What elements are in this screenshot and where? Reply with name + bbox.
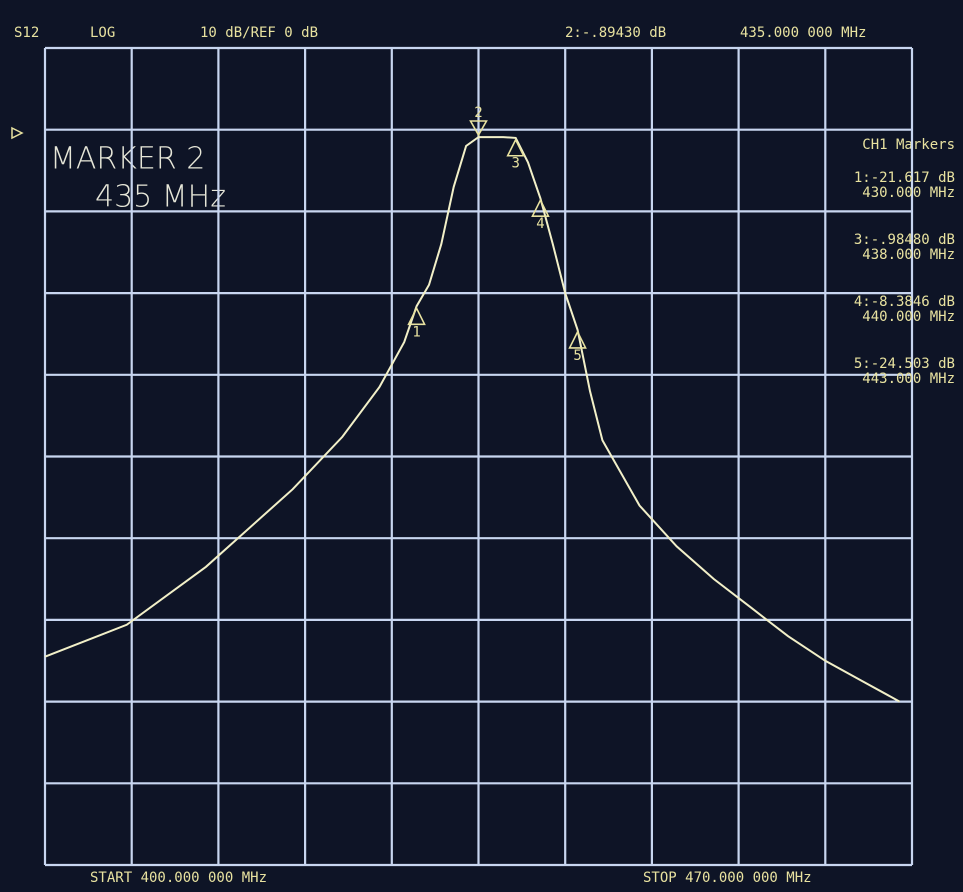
big-marker-title: MARKER 2 — [50, 142, 205, 177]
marker-readout: 1:-21.617 dB — [854, 170, 955, 186]
start-freq: START 400.000 000 MHz — [90, 870, 267, 886]
format: LOG — [90, 25, 115, 41]
big-marker-freq: 435 MHz — [95, 180, 226, 215]
marker-readout-freq: 430.000 MHz — [862, 185, 955, 201]
page: S12 LOG 10 dB/REF 0 dB 2:-.89430 dB 435.… — [0, 0, 963, 892]
marker-readout-freq: 438.000 MHz — [862, 247, 955, 263]
marker-readout-freq: 440.000 MHz — [862, 309, 955, 325]
marker-readout-freq: 443.000 MHz — [862, 371, 955, 387]
marker-panel-title: CH1 Markers — [862, 137, 955, 153]
marker-number: 5 — [573, 348, 581, 364]
param: S12 — [14, 25, 39, 41]
marker-number: 3 — [511, 156, 519, 172]
active-freq: 435.000 000 MHz — [740, 25, 866, 41]
analyzer-screen: S12 LOG 10 dB/REF 0 dB 2:-.89430 dB 435.… — [0, 0, 963, 892]
marker-readout: 5:-24.503 dB — [854, 356, 955, 372]
marker-readout: 3:-.98480 dB — [854, 232, 955, 248]
marker-number: 2 — [474, 105, 482, 121]
marker-number: 1 — [412, 324, 420, 340]
scale: 10 dB/REF 0 dB — [200, 25, 318, 41]
screen-background — [0, 0, 963, 892]
active-marker: 2:-.89430 dB — [565, 25, 666, 41]
stop-freq: STOP 470.000 000 MHz — [643, 870, 812, 886]
marker-readout: 4:-8.3846 dB — [854, 294, 955, 310]
marker-number: 4 — [536, 216, 544, 232]
